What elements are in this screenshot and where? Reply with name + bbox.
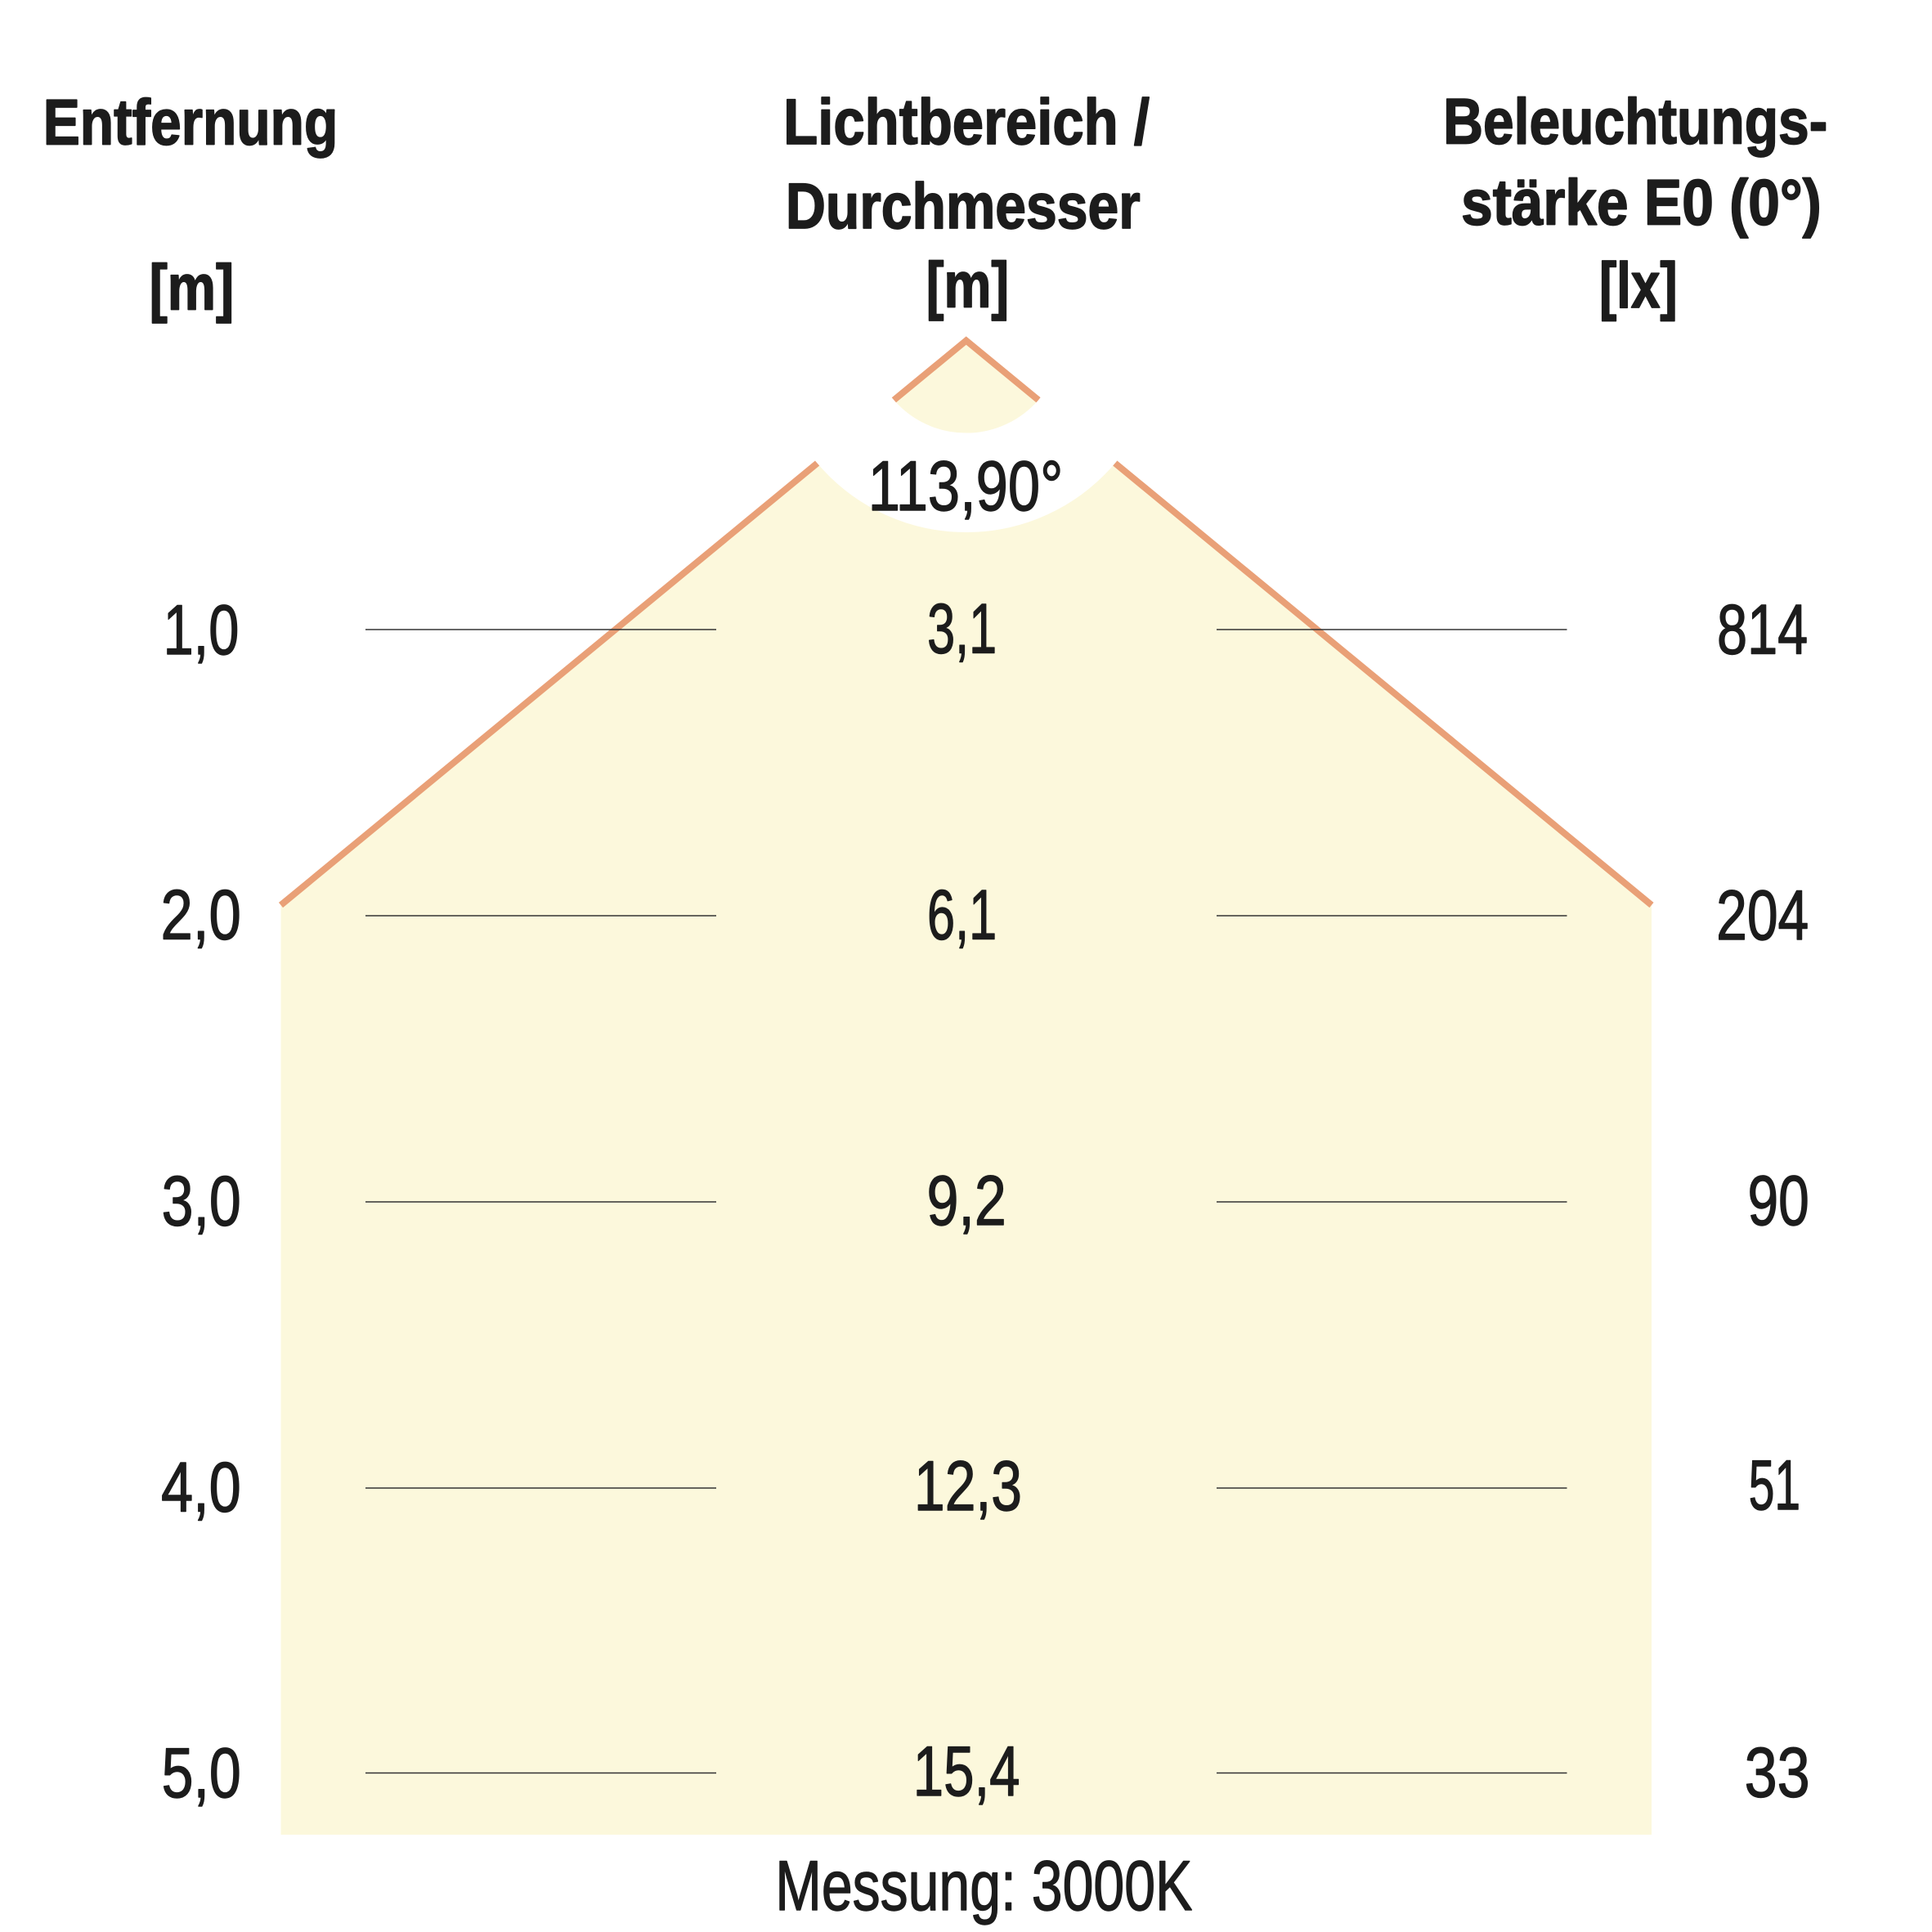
- svg-text:stärke E0 (0°): stärke E0 (0°): [1461, 166, 1822, 238]
- svg-text:3,0: 3,0: [162, 1163, 241, 1241]
- svg-text:33: 33: [1745, 1733, 1810, 1812]
- svg-text:Durchmesser: Durchmesser: [786, 170, 1141, 242]
- svg-text:Lichtbereich /: Lichtbereich /: [783, 86, 1150, 158]
- svg-text:Entfernung: Entfernung: [43, 87, 338, 159]
- svg-text:[lx]: [lx]: [1599, 249, 1678, 321]
- svg-text:3,1: 3,1: [927, 590, 997, 669]
- svg-text:[m]: [m]: [926, 249, 1009, 321]
- svg-text:9,2: 9,2: [926, 1162, 1006, 1240]
- svg-text:5,0: 5,0: [162, 1734, 241, 1813]
- svg-text:814: 814: [1717, 590, 1808, 669]
- svg-text:51: 51: [1749, 1446, 1800, 1525]
- svg-text:204: 204: [1716, 876, 1809, 955]
- svg-text:Beleuchtungs-: Beleuchtungs-: [1443, 86, 1827, 158]
- svg-text:2,0: 2,0: [161, 876, 241, 955]
- svg-text:113,90°: 113,90°: [868, 447, 1064, 526]
- svg-text:6,1: 6,1: [927, 876, 997, 955]
- svg-text:Messung: 3000K: Messung: 3000K: [775, 1847, 1192, 1925]
- svg-text:12,3: 12,3: [914, 1447, 1022, 1526]
- svg-text:4,0: 4,0: [161, 1449, 241, 1527]
- svg-text:[m]: [m]: [150, 252, 235, 324]
- svg-text:15,4: 15,4: [913, 1733, 1020, 1811]
- svg-text:90: 90: [1748, 1162, 1809, 1240]
- svg-text:1,0: 1,0: [164, 591, 240, 670]
